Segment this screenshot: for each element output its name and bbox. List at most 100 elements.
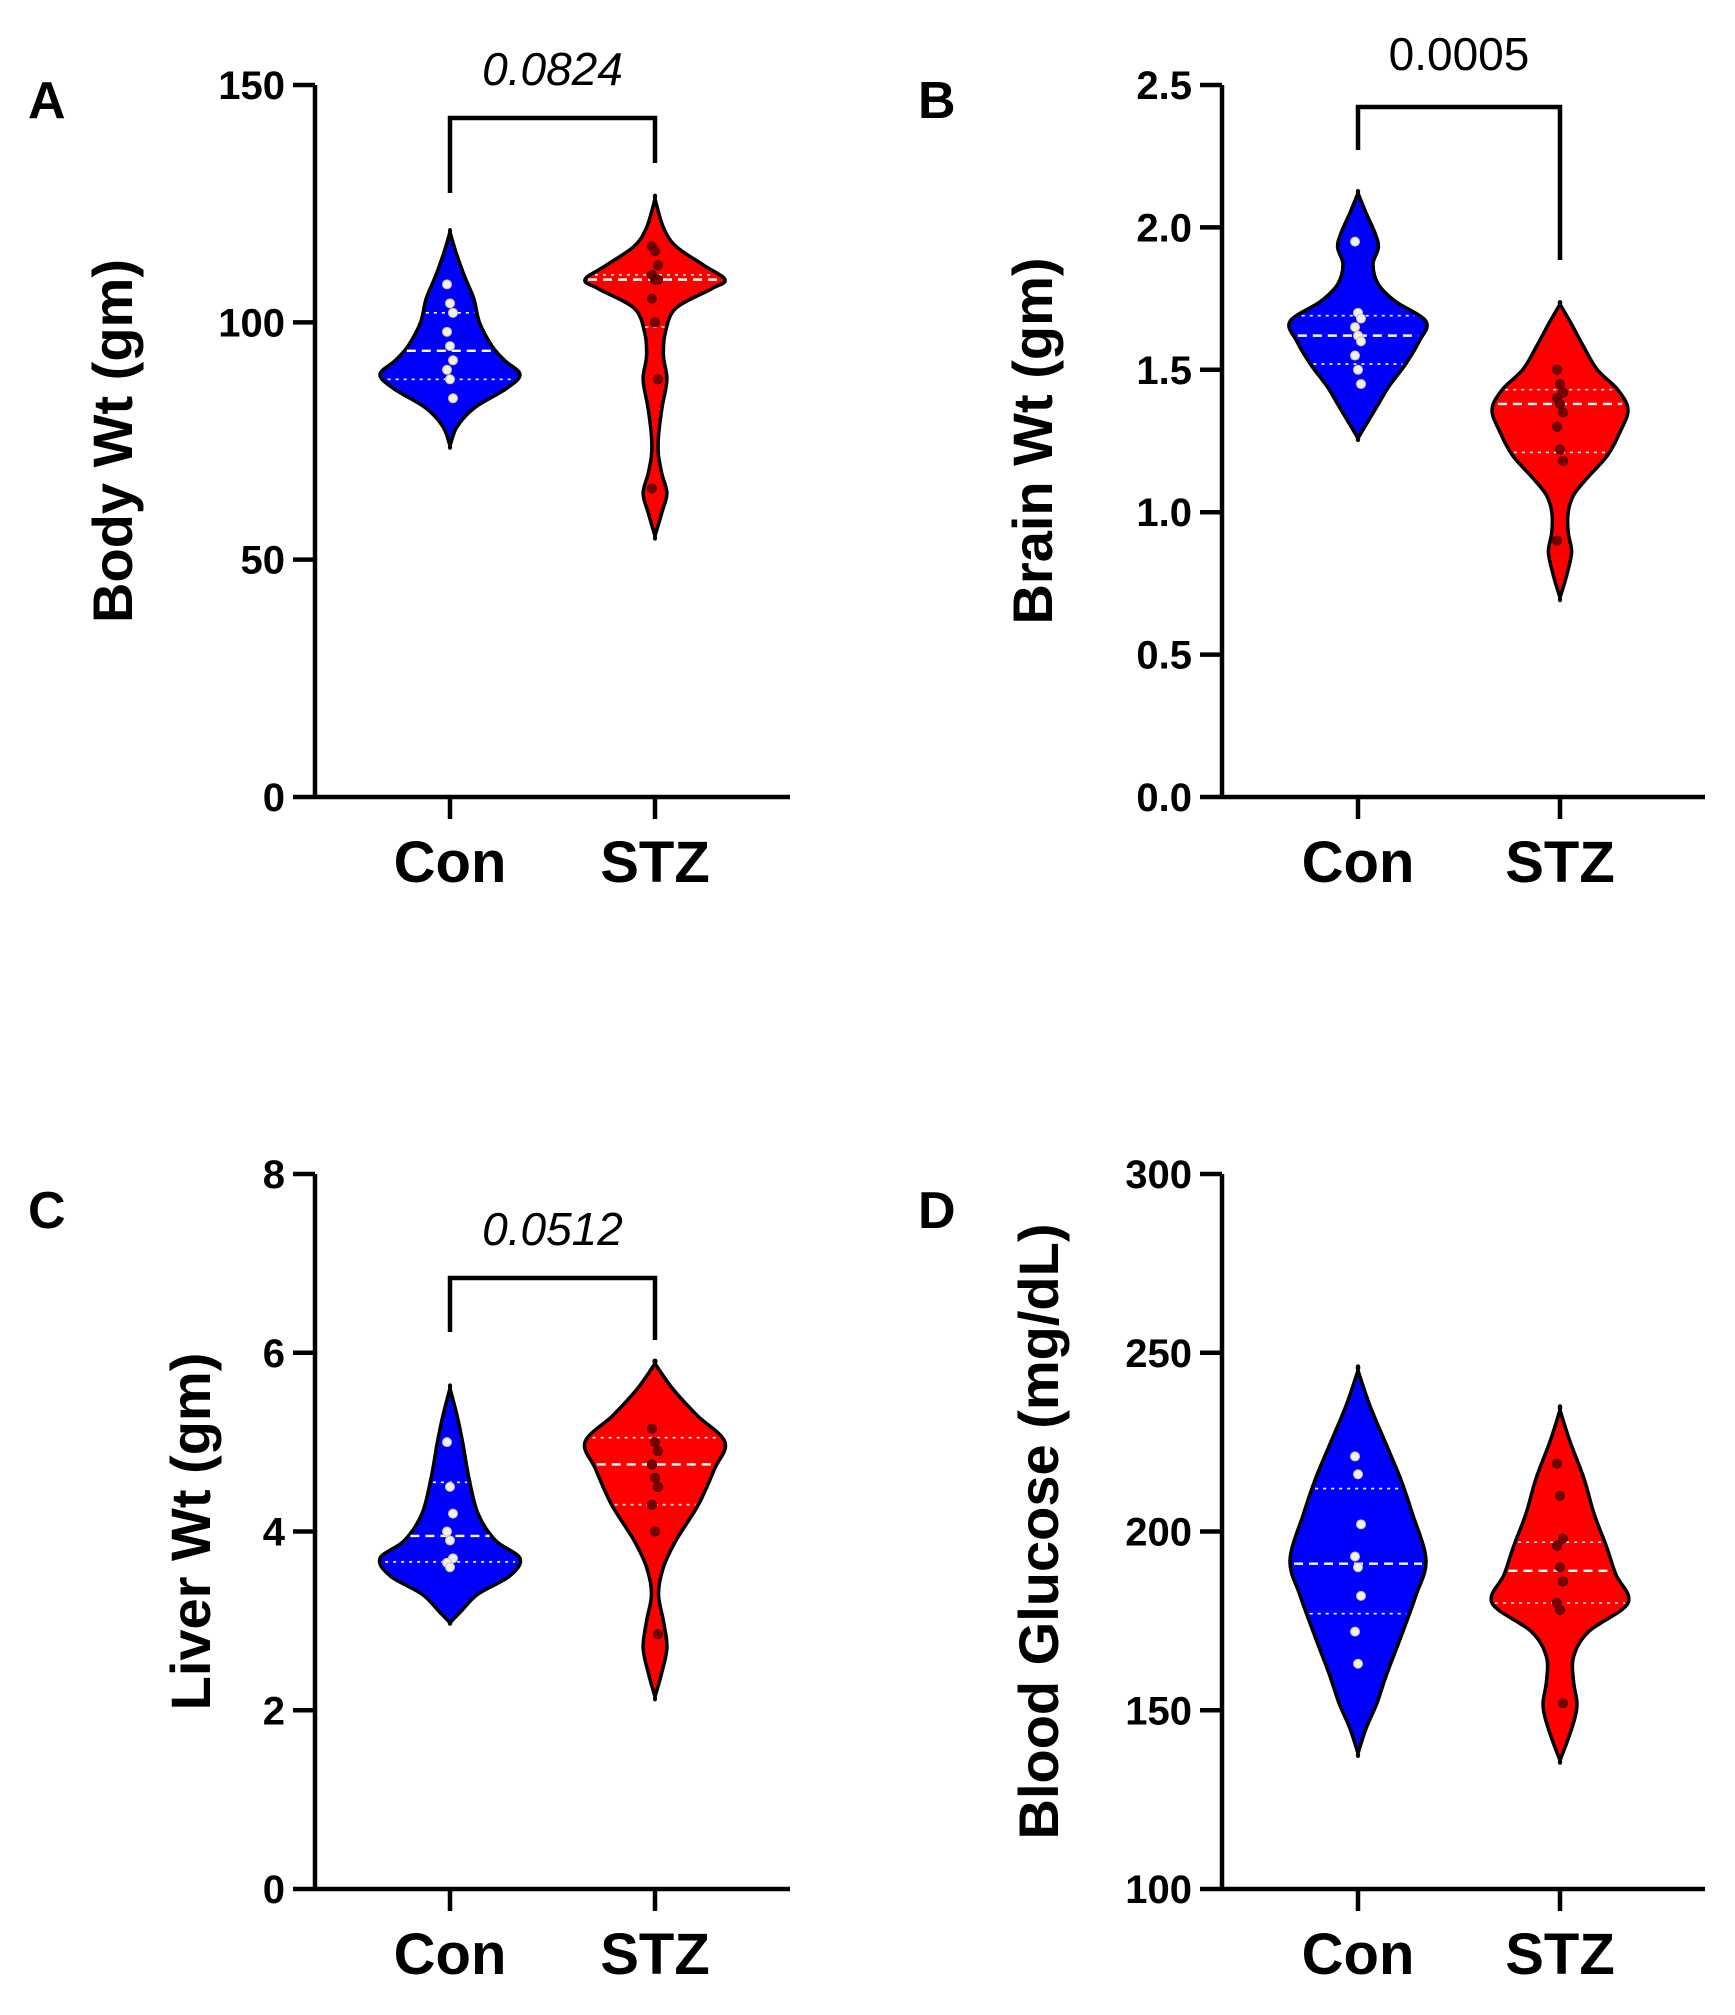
data-point [442,279,452,290]
data-point [1353,364,1363,375]
panel-c: C 0 2 4 6 8 Liver Wt (gm) Con STZ 0.0512 [28,1153,790,1987]
data-point [445,341,455,352]
y-tick-label: 150 [1125,1689,1192,1733]
data-point [1555,1490,1565,1501]
y-tick-label: 1.5 [1136,349,1192,393]
panel-d: D 100 150 200 250 300 Blood Glucose (mg/dL) Con… [918,1153,1705,1987]
data-point [448,393,458,404]
data-point [1350,1626,1360,1637]
category-label-stz: STZ [600,1922,710,1987]
data-point [1350,236,1360,247]
data-point [1555,379,1565,390]
data-point [647,1459,657,1470]
violin-con [378,228,522,450]
data-point [1552,535,1562,546]
data-point [1558,407,1568,418]
violin-body [378,228,522,450]
y-tick-label: 2.5 [1136,64,1192,108]
data-point [1558,1533,1568,1544]
data-point [442,364,452,375]
data-point [653,260,663,271]
y-tick-label: 2 [263,1689,285,1733]
significance-bracket: 0.0824 [447,43,658,193]
data-point [1552,1540,1562,1551]
data-point [1353,1658,1363,1669]
violin-stz [583,193,727,541]
bracket-line [447,115,658,193]
panel-letter-d: D [918,1182,956,1240]
data-point [647,293,657,304]
data-point [1552,1458,1562,1469]
data-point [445,1481,455,1492]
data-point [647,1423,657,1434]
data-point [1552,364,1562,375]
data-point [1552,421,1562,432]
y-tick-label: 300 [1125,1153,1192,1197]
panel-letter-b: B [918,72,956,130]
data-point [653,1629,663,1640]
y-tick-label: 6 [263,1332,285,1376]
violin-stz [1490,300,1630,603]
data-point [1353,1469,1363,1480]
y-tick-label: 150 [218,64,285,108]
y-tick-label: 250 [1125,1332,1192,1376]
data-point [445,374,455,385]
data-point [1356,1519,1366,1530]
violin-stz [582,1358,728,1702]
data-point [448,355,458,366]
panel-letter-c: C [28,1182,66,1240]
category-label-stz: STZ [600,830,710,895]
y-tick-label: 50 [241,539,286,583]
p-value-label: 0.0512 [482,1203,623,1255]
data-point [1558,455,1568,466]
data-point [448,307,458,318]
data-point [647,1499,657,1510]
data-point [442,1526,452,1537]
violin-body [583,193,727,541]
data-point [653,1481,663,1492]
panel-a: A 0 50 100 150 Body Wt (gm) Con STZ 0.0824 [28,43,790,895]
panel-b: B 0.0 0.5 1.0 1.5 2.0 2.5 Brain Wt (gm) Con STZ 0.… [918,28,1705,895]
data-point [1353,1562,1363,1573]
data-point [1356,313,1366,324]
data-point [1356,379,1366,390]
y-tick-label: 0 [263,776,285,820]
data-point [1558,387,1568,398]
y-tick-label: 8 [263,1153,285,1197]
bracket-line [1355,104,1563,260]
data-point [653,374,663,385]
data-point [445,1562,455,1573]
y-tick-label: 100 [1125,1868,1192,1912]
data-point [650,1472,660,1483]
data-point [653,1446,663,1457]
data-point [1350,322,1360,333]
data-point [1356,336,1366,347]
y-axis-title: Blood Glucose (mg/dL) [1007,1224,1070,1840]
data-point [448,1508,458,1519]
data-point [647,483,657,494]
violin-con [1288,1364,1428,1759]
y-axis-title: Brain Wt (gm) [1001,257,1064,624]
y-tick-label: 0 [263,1868,285,1912]
data-point [650,1526,660,1537]
data-point [1555,1605,1565,1616]
violin-stz [1489,1404,1631,1765]
category-label-con: Con [1302,1922,1415,1987]
data-point [445,1535,455,1546]
data-point [1558,1698,1568,1709]
category-label-con: Con [394,1922,507,1987]
data-point [1356,1590,1366,1601]
data-point [1350,1451,1360,1462]
y-axis-title: Liver Wt (gm) [159,1353,222,1711]
data-point [650,246,660,257]
y-tick-label: 4 [263,1511,286,1555]
y-axis-title: Body Wt (gm) [81,259,144,623]
data-point [1350,350,1360,361]
data-point [650,1437,660,1448]
violin-body [1288,1364,1428,1759]
y-tick-label: 0.0 [1136,776,1192,820]
y-tick-label: 100 [218,301,285,345]
y-tick-label: 0.5 [1136,634,1192,678]
data-point [653,274,663,285]
